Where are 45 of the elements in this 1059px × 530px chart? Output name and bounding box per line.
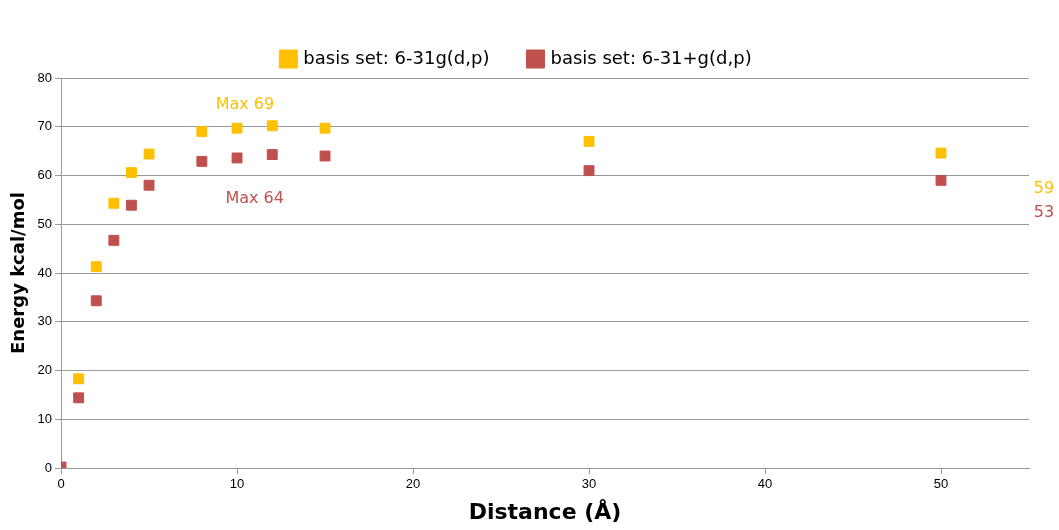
y-tick-label: 20 — [37, 362, 53, 378]
y-axis-title: Energy kcal/mol — [7, 192, 29, 354]
text: 59 — [1033, 178, 1055, 198]
x-tick-label: 30 — [581, 476, 597, 492]
point — [126, 167, 137, 179]
point — [935, 174, 947, 186]
legend-label: basis set: 6-31g(d,p) — [303, 46, 490, 68]
point — [73, 392, 85, 404]
legend-label: basis set: 6-31+g(d,p) — [550, 46, 752, 68]
point — [143, 179, 155, 191]
point — [935, 147, 947, 159]
text: 53 — [1033, 201, 1055, 221]
y-tick-label: 70 — [37, 118, 53, 134]
y-tick-label: 40 — [37, 264, 53, 280]
x-tick-label: 10 — [229, 476, 245, 492]
point — [143, 148, 155, 160]
y-tick-label: 0 — [44, 459, 53, 475]
y-tick-label: 80 — [37, 69, 53, 85]
point — [319, 150, 331, 162]
point — [231, 122, 243, 134]
annotation: Max 64 — [225, 188, 284, 208]
point — [108, 197, 120, 209]
point — [90, 261, 102, 273]
point — [231, 152, 243, 164]
x-tick-label: 50 — [933, 476, 949, 492]
point — [266, 120, 278, 132]
y-tick-label: 30 — [37, 313, 53, 329]
y-tick-label: 60 — [37, 167, 53, 183]
annotation: Max 69 — [215, 94, 275, 114]
x-tick-label: 0 — [57, 476, 65, 492]
point — [583, 135, 595, 147]
point — [196, 155, 208, 167]
point — [73, 373, 85, 385]
y-tick-label: 10 — [37, 410, 53, 426]
point — [108, 234, 120, 246]
x-tick-label: 20 — [405, 476, 421, 492]
y-tick-label: 50 — [37, 215, 53, 231]
x-axis-title: Distance (Å) — [468, 498, 622, 524]
point — [90, 295, 102, 307]
point — [196, 126, 208, 138]
point — [266, 149, 278, 160]
point — [126, 199, 137, 211]
point — [583, 165, 595, 177]
x-tick-label: 40 — [757, 476, 773, 492]
point — [319, 122, 331, 134]
